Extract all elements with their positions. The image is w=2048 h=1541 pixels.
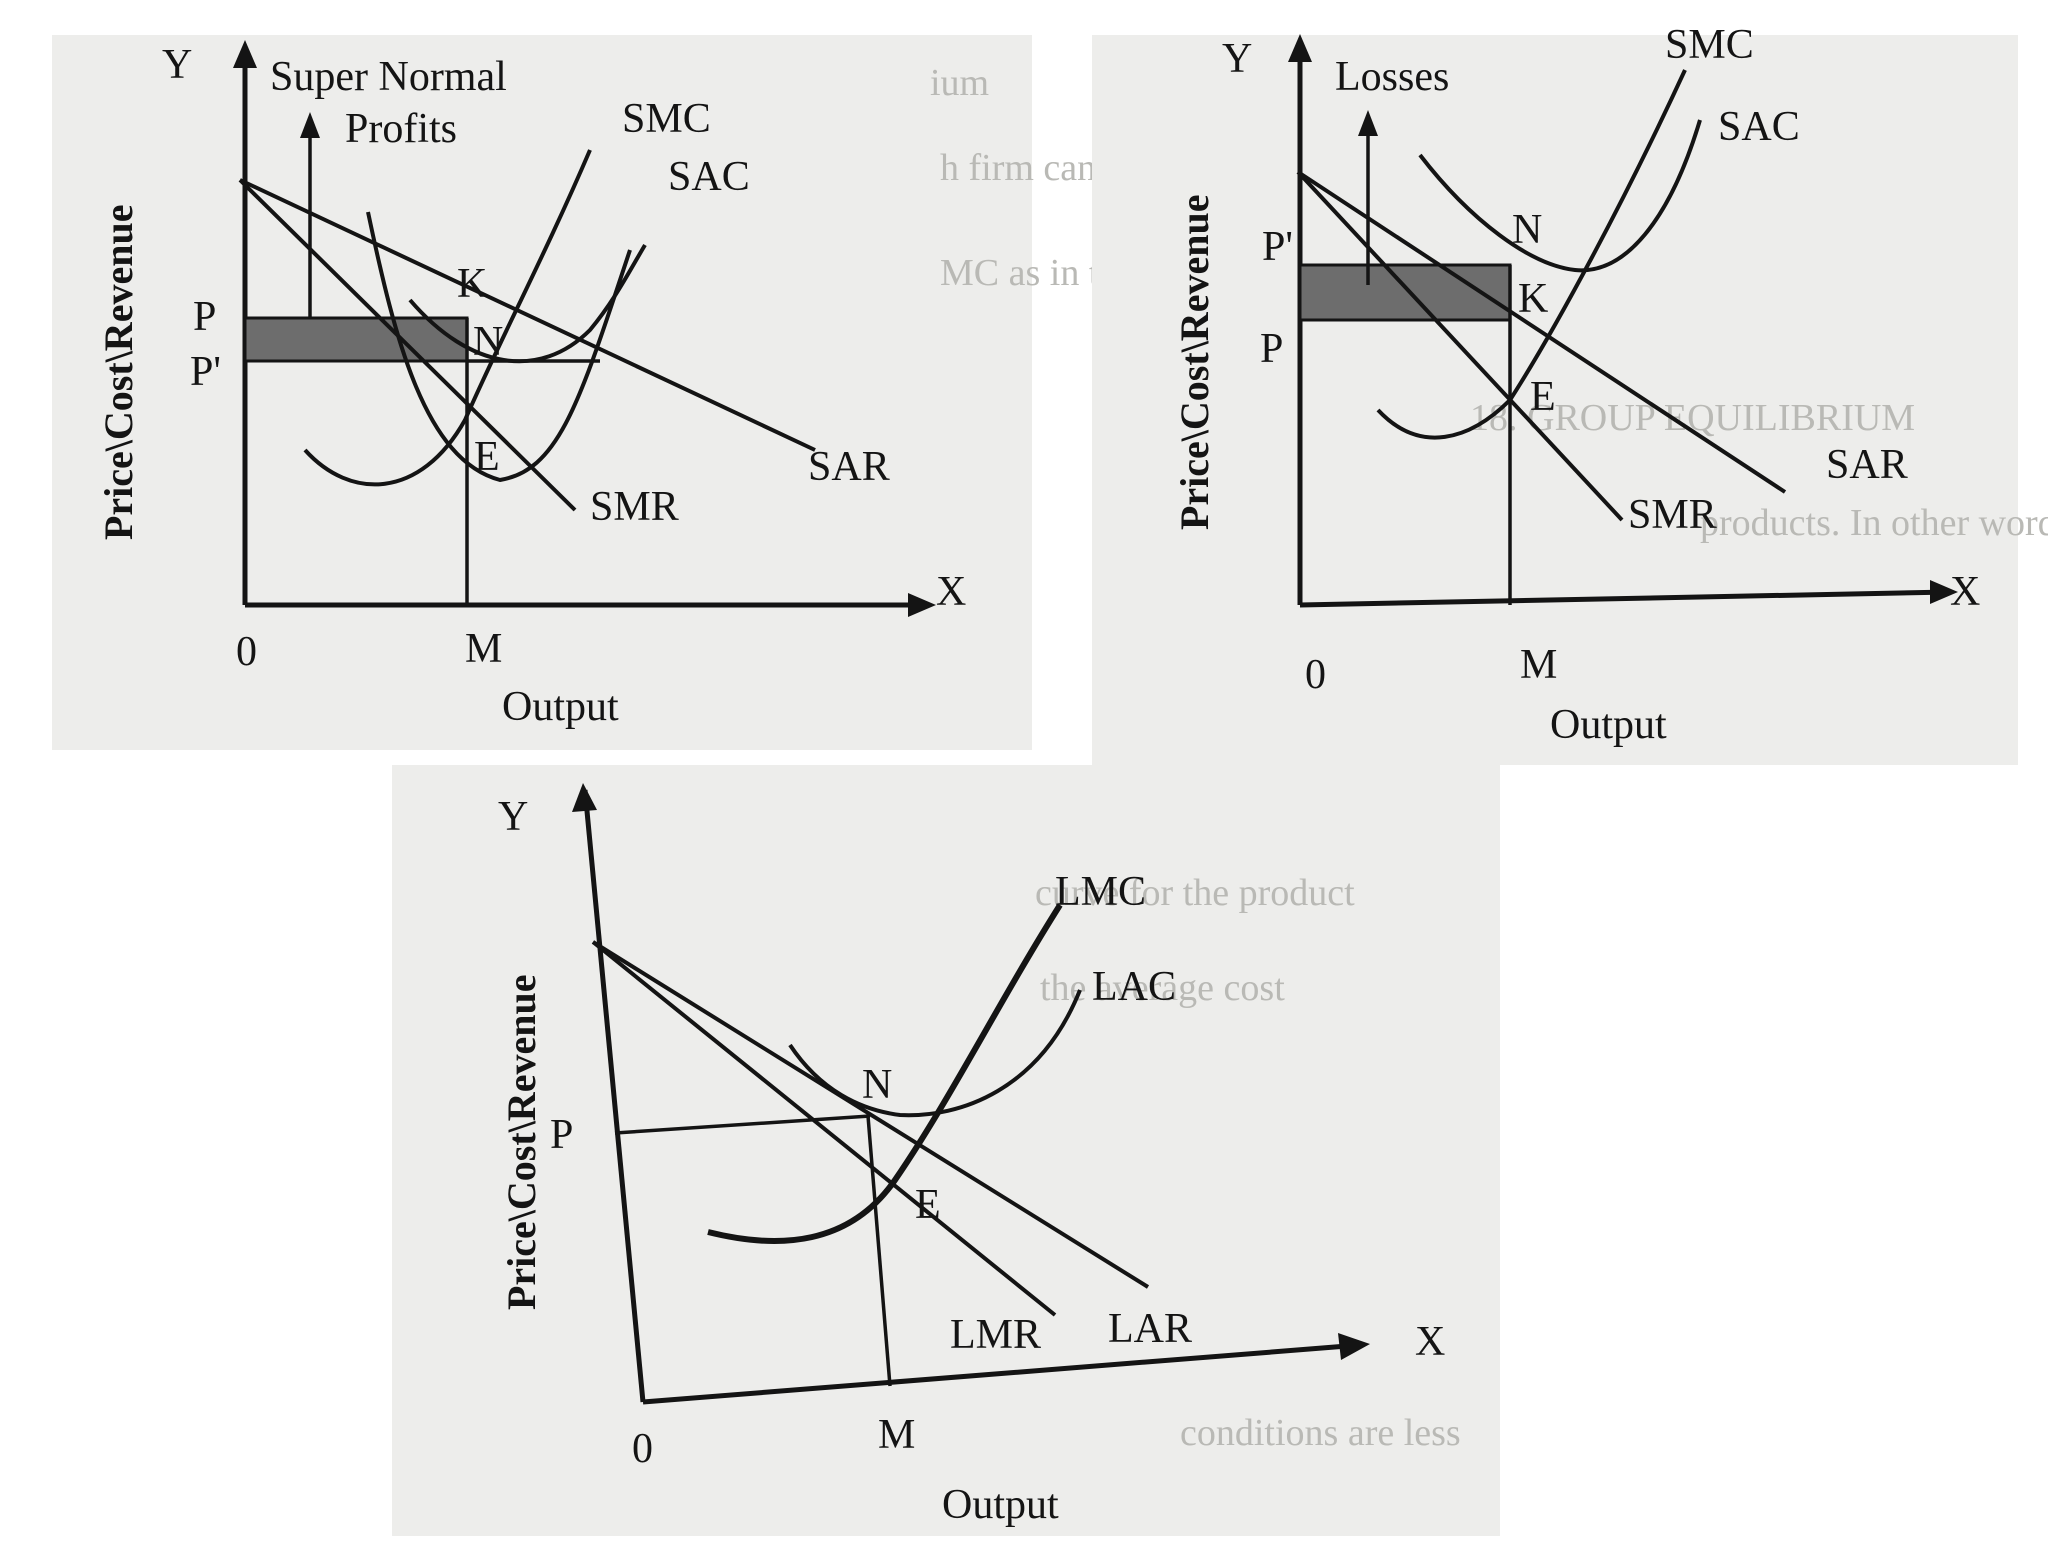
x-axis-arrow-icon <box>1338 1333 1370 1360</box>
sar-curve <box>1296 170 1787 494</box>
y-axis-arrow-icon <box>233 40 257 68</box>
loss-area <box>1298 263 1512 322</box>
origin-label: 0 <box>236 629 257 675</box>
arrow-up-icon <box>300 112 320 138</box>
y-axis-title: Price\Cost\Revenue <box>96 205 141 540</box>
x-axis-title: Output <box>1550 702 1667 748</box>
arrow-up-icon <box>1358 110 1378 136</box>
sac-curve-left <box>366 211 632 483</box>
lar-label: LAR <box>1108 1306 1192 1352</box>
annotation-line2: Profits <box>345 106 457 152</box>
y-axis-arrow-icon <box>572 783 597 812</box>
lar-curve <box>591 940 1150 1289</box>
smr-label: SMR <box>590 484 679 530</box>
point-n: N <box>473 319 503 365</box>
origin-label: 0 <box>1305 652 1326 698</box>
smr-curve <box>1296 170 1624 522</box>
sac-label: SAC <box>1718 104 1800 150</box>
sar-label: SAR <box>1826 442 1908 488</box>
sac-label: SAC <box>668 154 750 200</box>
sar-label: SAR <box>808 444 890 490</box>
lmc-curve <box>707 903 1063 1244</box>
x-axis-arrow-icon <box>908 593 936 617</box>
x-axis-label: X <box>936 569 966 615</box>
price-p-prime-label: P' <box>190 349 221 395</box>
point-k: K <box>1518 276 1548 322</box>
point-n: N <box>862 1062 892 1108</box>
x-axis-title: Output <box>502 684 619 730</box>
background-text: ium <box>930 62 989 104</box>
lmr-curve <box>591 940 1057 1317</box>
lmr-label: LMR <box>950 1312 1041 1358</box>
panel-background <box>52 35 1032 750</box>
panel-background <box>1092 35 2018 765</box>
point-e: E <box>474 434 500 480</box>
x-axis-label: X <box>1415 1319 1445 1365</box>
smc-label: SMC <box>622 96 711 142</box>
price-p-prime-label: P' <box>1262 224 1293 270</box>
background-text: curve for the product <box>1035 872 1355 914</box>
x-axis-arrow-icon <box>1930 580 1958 604</box>
x-axis-title: Output <box>942 1482 1059 1528</box>
diagram-losses: 18. GROUP EQUILIBRIUM products. In other… <box>1092 22 2048 765</box>
sar-curve <box>239 178 816 452</box>
y-axis-arrow-icon <box>1288 34 1312 62</box>
annotation-line1: Super Normal <box>270 54 507 100</box>
smc-curve <box>1376 69 1687 440</box>
y-axis <box>582 789 646 1403</box>
x-axis <box>642 1342 1361 1405</box>
lac-label: LAC <box>1092 964 1176 1010</box>
y-axis-title: Price\Cost\Revenue <box>499 975 544 1310</box>
background-text: the average cost <box>1040 967 1285 1009</box>
diagram-long-run: curve for the product the average cost c… <box>392 765 1500 1536</box>
point-k: K <box>457 261 487 307</box>
background-text: conditions are less <box>1180 1412 1461 1454</box>
annotation-losses: Losses <box>1335 54 1449 100</box>
sac-curve <box>1418 119 1702 273</box>
output-m-label: M <box>1520 642 1557 688</box>
price-p-line <box>614 1114 871 1135</box>
output-m-label: M <box>878 1412 915 1458</box>
lac-curve <box>788 989 1082 1118</box>
point-e: E <box>1530 374 1556 420</box>
y-axis-label: Y <box>162 42 192 88</box>
y-axis-label: Y <box>498 794 528 840</box>
smr-label: SMR <box>1628 492 1717 538</box>
smc-label: SMC <box>1665 22 1754 68</box>
origin-label: 0 <box>632 1426 653 1472</box>
panel-background <box>392 765 1500 1536</box>
y-axis-title: Price\Cost\Revenue <box>1172 195 1217 530</box>
smr-curve <box>238 178 577 512</box>
x-axis <box>1299 589 1951 608</box>
y-axis-label: Y <box>1222 36 1252 82</box>
output-m-label: M <box>465 626 502 672</box>
x-axis-label: X <box>1950 569 1980 615</box>
point-n: N <box>1512 207 1542 253</box>
point-e: E <box>915 1182 941 1228</box>
lmc-label: LMC <box>1055 869 1146 915</box>
price-p-label: P <box>550 1112 573 1158</box>
smc-curve <box>303 149 592 487</box>
price-p-label: P <box>1260 326 1283 372</box>
background-text: products. In other words, the firms <box>1700 502 2048 544</box>
output-m-line <box>866 1115 892 1387</box>
super-normal-profit-area <box>243 316 469 363</box>
sac-curve <box>408 243 647 364</box>
price-p-label: P <box>193 294 216 340</box>
